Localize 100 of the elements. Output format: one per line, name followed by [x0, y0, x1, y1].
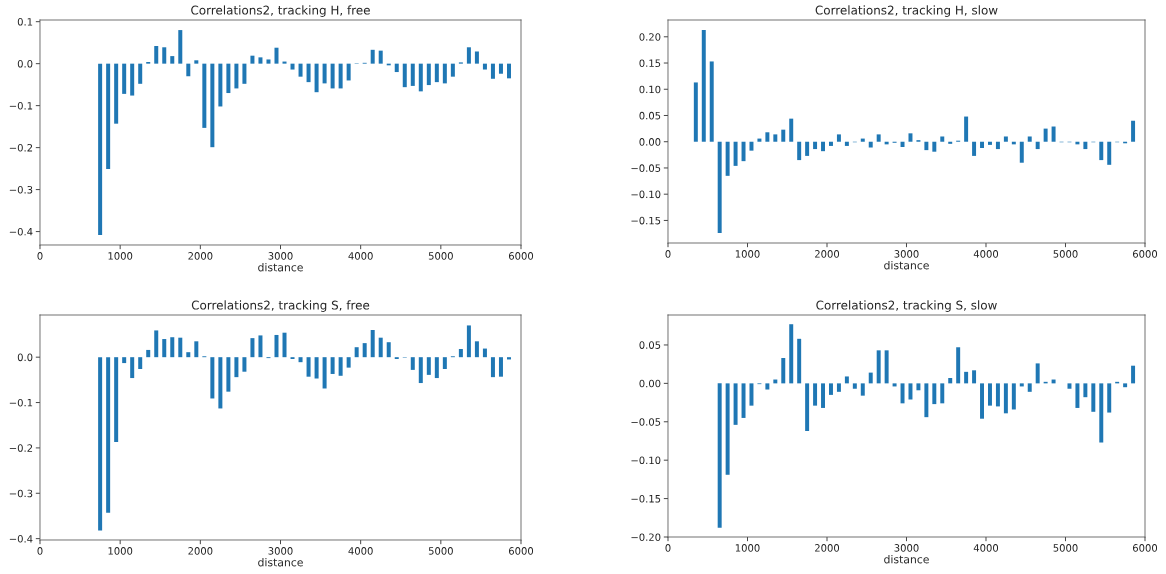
bar [418, 63, 423, 92]
bar [426, 63, 431, 86]
bar [434, 357, 439, 379]
bar [322, 63, 327, 84]
bar [1091, 383, 1096, 412]
bar [733, 141, 738, 166]
bar [932, 141, 937, 152]
bar [972, 141, 977, 156]
x-tick-label: 6000 [1132, 250, 1158, 258]
bar [498, 357, 503, 377]
bar [749, 383, 754, 406]
bar [821, 141, 826, 152]
bar [466, 325, 471, 358]
bar [1035, 363, 1040, 384]
bar [210, 357, 215, 399]
bar [900, 141, 905, 147]
bar [1003, 383, 1008, 414]
bar [426, 357, 431, 375]
bar [1083, 383, 1088, 398]
bar [828, 383, 833, 395]
chart-title: Correlations2, tracking H, free [191, 5, 370, 17]
bar [378, 50, 383, 64]
bar [418, 357, 423, 384]
bar [106, 357, 111, 513]
bar [789, 324, 794, 384]
bar [314, 357, 319, 379]
bar [844, 376, 849, 384]
bar [876, 134, 881, 142]
bar [868, 372, 873, 384]
bar [1043, 128, 1048, 142]
bar [458, 349, 463, 358]
bar [442, 63, 447, 84]
bar [1131, 365, 1136, 384]
bar [1011, 383, 1016, 410]
x-tick-label: 3000 [268, 547, 293, 555]
bar [250, 55, 255, 64]
x-tick-label: 5000 [1053, 544, 1078, 552]
x-tick-label: 2000 [815, 250, 840, 258]
x-tick-label: 3000 [894, 544, 919, 552]
bar [242, 357, 247, 372]
bar [138, 63, 143, 84]
x-tick-label: 6000 [508, 252, 534, 260]
bar [781, 358, 786, 384]
bar [386, 342, 391, 358]
x-tick-label: 5000 [428, 547, 453, 555]
bar [940, 383, 945, 404]
bar [138, 357, 143, 369]
bar [701, 29, 706, 142]
bar [1035, 141, 1040, 150]
bar [498, 63, 503, 74]
bar [114, 357, 119, 443]
bar [1123, 383, 1128, 388]
bar [338, 63, 343, 89]
y-tick-label: 0.00 [639, 138, 661, 146]
bar [298, 63, 303, 77]
y-tick-label: 0.05 [639, 341, 661, 349]
bar [980, 141, 985, 149]
bar [995, 383, 1000, 407]
bar [1131, 120, 1136, 142]
bar [314, 63, 319, 93]
chart-title: Correlations2, tracking H, slow [815, 5, 998, 17]
bar [987, 141, 992, 145]
bar [892, 383, 897, 387]
bar [749, 141, 754, 151]
bar [805, 383, 810, 431]
bar [1019, 383, 1024, 387]
bar [338, 357, 343, 376]
bar [924, 383, 929, 418]
bar [410, 63, 415, 86]
x-tick-label: 0 [665, 250, 671, 258]
x-tick-label: 0 [665, 544, 671, 552]
bar [932, 383, 937, 405]
bar [410, 357, 415, 370]
chart-title: Correlations2, tracking S, free [191, 300, 370, 312]
bar [234, 357, 239, 378]
bar [306, 63, 311, 83]
x-tick-label: 1000 [108, 547, 133, 555]
bar [98, 357, 103, 531]
bar [773, 134, 778, 142]
y-tick-label: −0.15 [631, 494, 661, 503]
x-tick-label: 5000 [428, 252, 453, 260]
bar [258, 57, 263, 64]
bar [202, 63, 207, 128]
y-tick-label: −0.05 [631, 418, 661, 426]
bar [1019, 141, 1024, 163]
bar [290, 63, 295, 70]
bar [789, 118, 794, 142]
bar [741, 383, 746, 418]
x-axis-title: distance [884, 261, 929, 270]
bar [1107, 141, 1112, 165]
bar [717, 141, 722, 234]
bar [765, 383, 770, 390]
bar [394, 63, 399, 73]
y-tick-label: 0.1 [17, 18, 33, 26]
bar [948, 377, 953, 384]
bar [474, 341, 479, 358]
bar [402, 63, 407, 88]
bar [725, 141, 730, 176]
x-tick-label: 0 [37, 252, 43, 260]
y-tick-label: 0.0 [17, 60, 33, 68]
